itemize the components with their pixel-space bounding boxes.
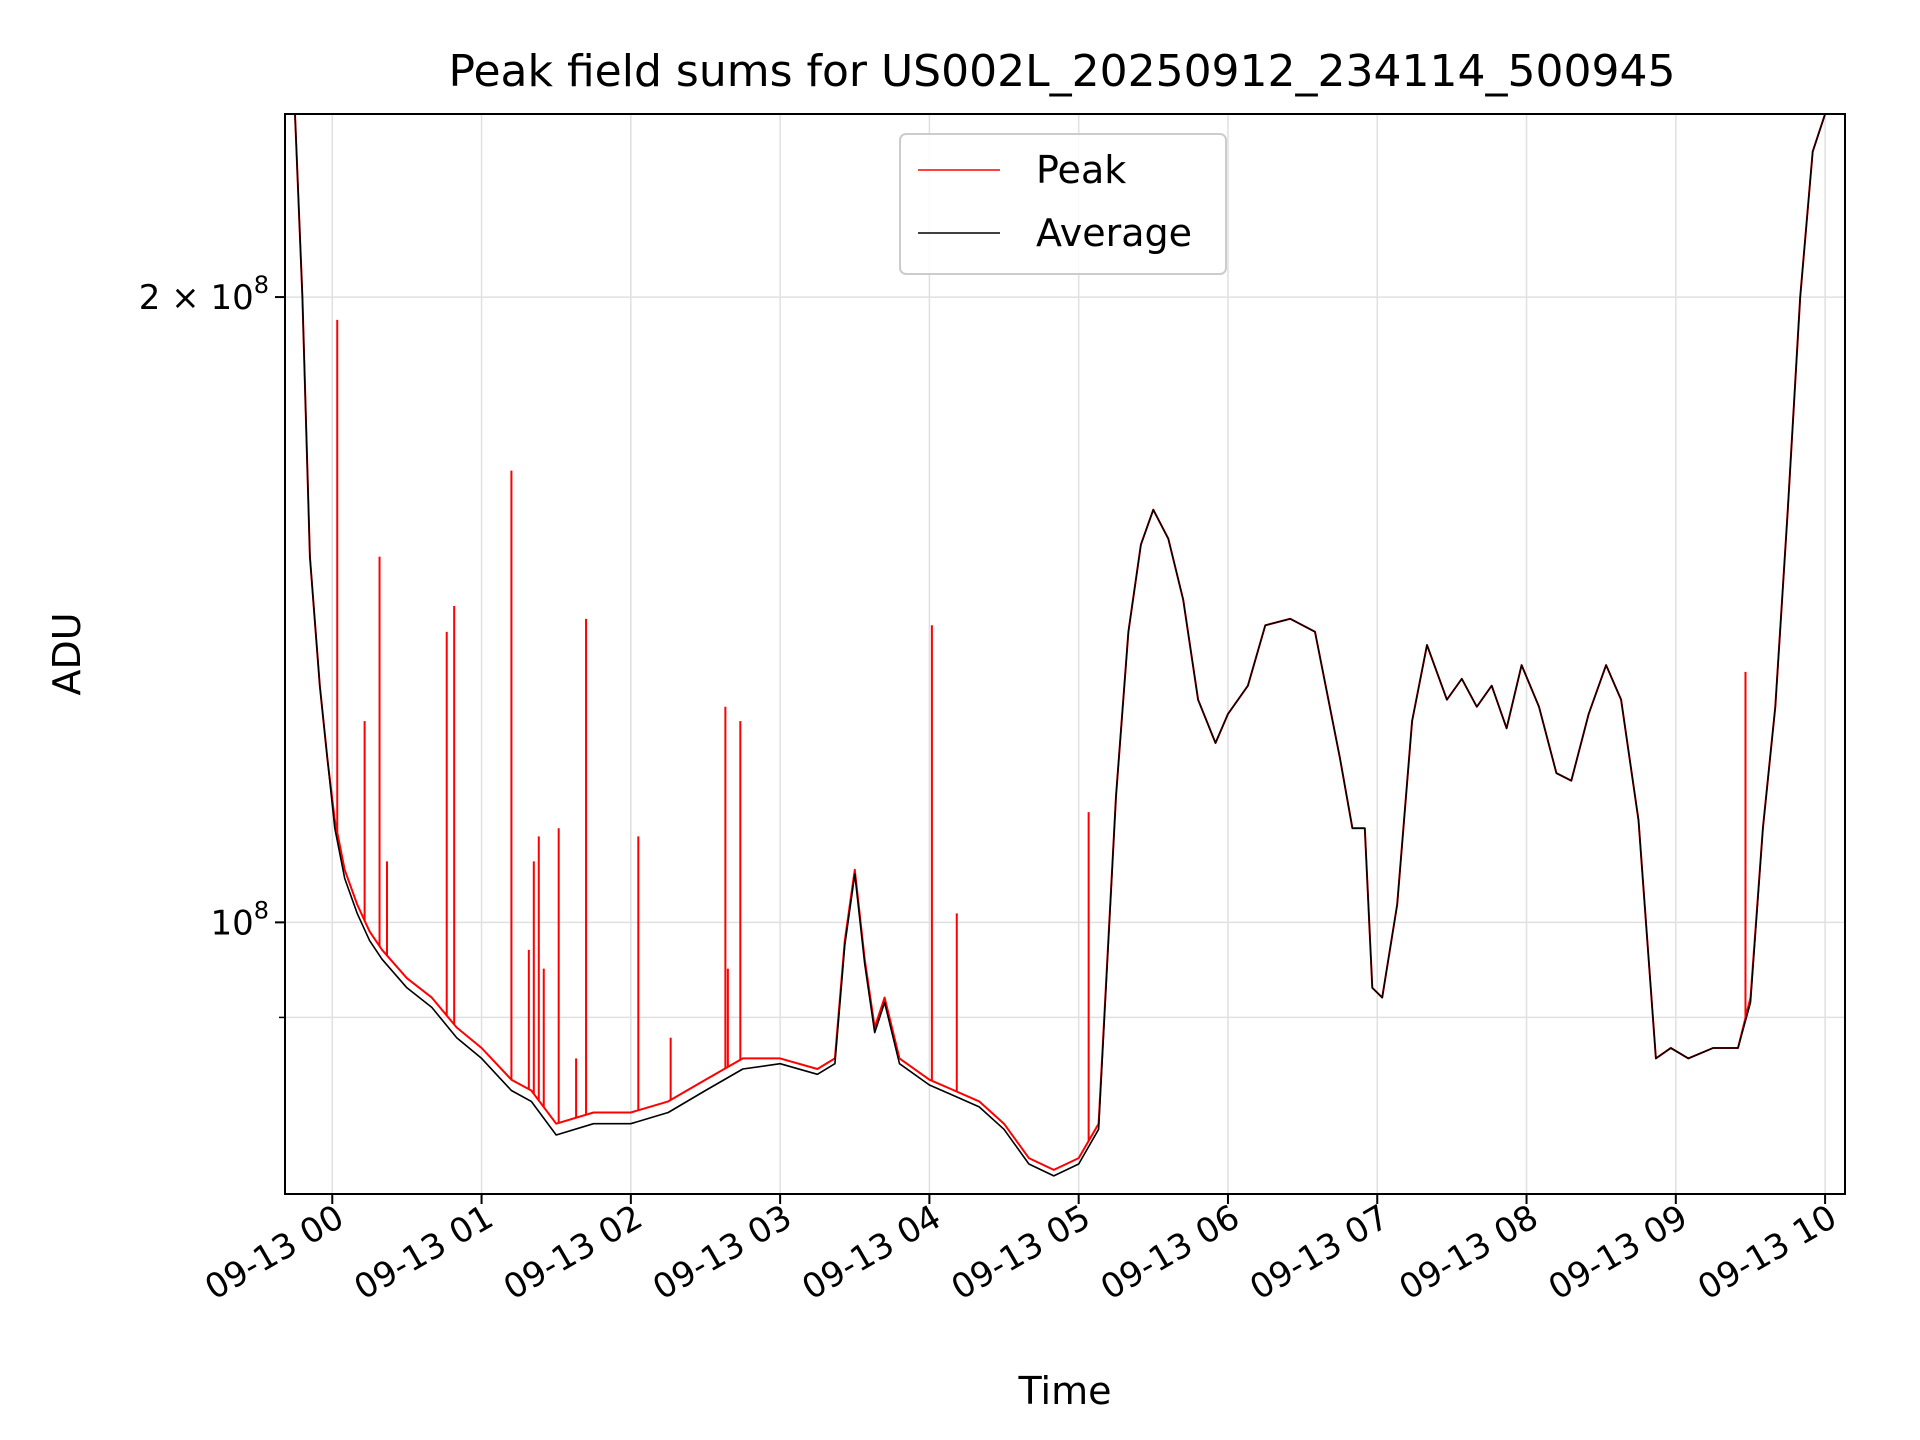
x-axis-label: Time [1018, 1369, 1112, 1413]
y-axis: 108 2 × 108 [139, 271, 285, 1019]
legend-label-average: Average [1036, 211, 1192, 255]
y-axis-label: ADU [45, 612, 89, 695]
plot-frame [284, 113, 1846, 1195]
chart-title: Peak field sums for US002L_20250912_2341… [449, 46, 1676, 97]
y-tick-label: 108 [210, 896, 269, 943]
plot-area [284, 113, 1846, 1195]
series-line-average [285, 114, 1840, 1177]
grid [285, 114, 1845, 1194]
legend: Peak Average [899, 133, 1227, 275]
legend-label-peak: Peak [1036, 148, 1126, 192]
series-layer [285, 114, 1840, 1177]
legend-box [899, 133, 1227, 275]
y-tick-label: 2 × 108 [139, 271, 269, 318]
